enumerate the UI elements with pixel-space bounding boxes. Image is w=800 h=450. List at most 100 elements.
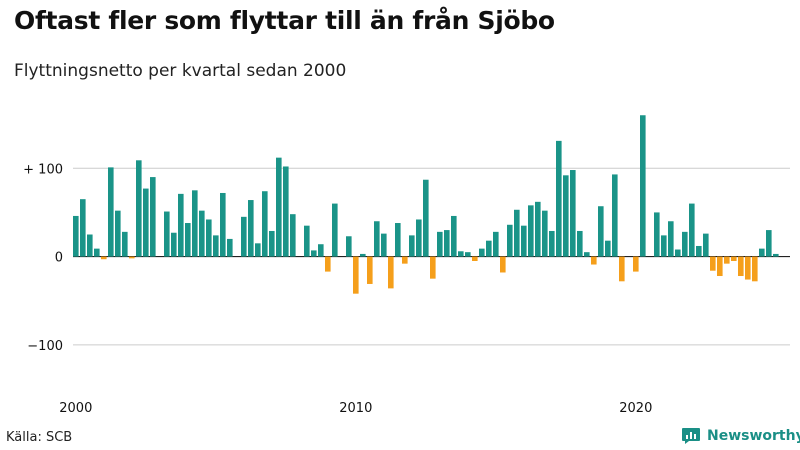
bar	[416, 219, 422, 257]
bar	[668, 221, 674, 257]
bar	[143, 188, 149, 257]
bar	[136, 160, 142, 257]
bar	[430, 256, 436, 279]
bar	[556, 140, 562, 257]
bar	[353, 256, 359, 294]
bar	[675, 249, 681, 257]
bar	[304, 225, 310, 257]
bar	[682, 231, 688, 257]
bar	[402, 256, 408, 264]
bar	[605, 240, 611, 257]
bar	[290, 214, 296, 257]
bar	[374, 221, 380, 257]
bar	[752, 256, 758, 282]
bar	[472, 256, 478, 261]
bar	[633, 256, 639, 272]
bar	[654, 212, 660, 257]
bar	[640, 115, 646, 257]
bar	[367, 256, 373, 284]
bar	[311, 250, 317, 257]
x-tick-label: 2000	[59, 401, 92, 416]
brand-logo: Newsworthy	[681, 427, 800, 445]
y-tick-label: + 100	[23, 162, 63, 177]
bar	[346, 236, 352, 257]
bar	[619, 256, 625, 282]
bar	[689, 203, 695, 257]
chart-title: Oftast fler som flyttar till än från Sjö…	[14, 6, 555, 35]
bar	[213, 235, 219, 257]
bar	[773, 253, 779, 257]
bar	[437, 231, 443, 257]
y-tick-label: −100	[27, 339, 63, 354]
chart-subtitle: Flyttningsnetto per kvartal sedan 2000	[14, 61, 347, 81]
bar	[717, 256, 723, 277]
bar	[318, 244, 324, 257]
bar	[486, 240, 492, 257]
bar	[500, 256, 506, 273]
bar	[514, 209, 520, 257]
bar	[731, 256, 737, 261]
bar	[423, 179, 429, 257]
bar	[87, 234, 93, 257]
bar	[199, 210, 205, 257]
bar	[164, 211, 170, 257]
bar	[122, 231, 128, 257]
bar	[661, 235, 667, 257]
bar	[94, 248, 100, 257]
bar	[591, 256, 597, 265]
brand-name: Newsworthy	[707, 428, 800, 444]
bar	[150, 177, 156, 257]
bar	[171, 232, 177, 257]
bar	[570, 170, 576, 257]
bar	[101, 256, 107, 260]
bar	[563, 175, 569, 257]
bar	[241, 216, 247, 257]
newsworthy-logo-icon	[682, 428, 700, 444]
bar	[584, 252, 590, 257]
bars	[73, 115, 779, 294]
bar	[360, 253, 366, 257]
bar	[262, 191, 268, 257]
bar	[255, 243, 261, 257]
x-tick-label: 2020	[619, 401, 652, 416]
bar	[766, 230, 772, 257]
bar	[507, 224, 513, 257]
bar	[444, 230, 450, 257]
bar	[710, 256, 716, 271]
bar	[283, 166, 289, 257]
bar	[248, 200, 254, 257]
bar	[458, 251, 464, 257]
source-note: Källa: SCB	[6, 430, 73, 445]
bar	[451, 215, 457, 257]
bar	[73, 215, 79, 257]
bar	[738, 256, 744, 277]
bar	[759, 248, 765, 257]
bar	[388, 256, 394, 289]
bar	[206, 219, 212, 257]
bar	[192, 190, 198, 257]
bar	[465, 252, 471, 257]
bar	[80, 199, 86, 257]
bar	[178, 193, 184, 257]
bar	[528, 205, 534, 257]
bar	[276, 157, 282, 257]
bar	[115, 210, 121, 257]
bar	[325, 256, 331, 272]
bar	[724, 256, 730, 264]
bar	[521, 225, 527, 257]
axis-labels: + 100 0 −100 2000 2010 2020	[23, 162, 652, 416]
bar	[227, 238, 233, 257]
bar	[409, 235, 415, 257]
x-tick-label: 2010	[339, 401, 372, 416]
bar	[332, 203, 338, 257]
bar	[381, 233, 387, 257]
bar	[542, 210, 548, 257]
bar	[549, 230, 555, 257]
bar	[185, 223, 191, 257]
bar	[612, 174, 618, 257]
bar	[696, 245, 702, 257]
bar	[577, 230, 583, 257]
bar	[493, 231, 499, 257]
bar	[220, 192, 226, 257]
